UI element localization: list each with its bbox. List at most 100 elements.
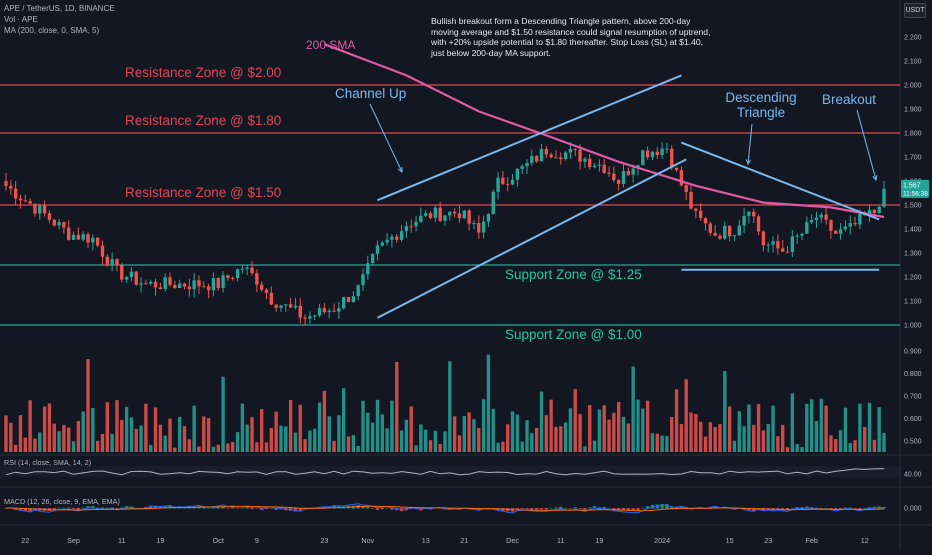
resistance-2-00-label: Resistance Zone @ $2.00 — [125, 65, 282, 80]
candle-body — [91, 237, 95, 243]
volume-bar — [853, 440, 857, 452]
date-tick-label: 19 — [156, 536, 164, 545]
rsi-band — [0, 466, 900, 477]
macd-histogram-bar — [665, 504, 669, 509]
candle-body — [332, 310, 336, 312]
volume-bar — [105, 402, 109, 452]
volume-bar — [481, 399, 486, 452]
macd-histogram-bar — [752, 508, 756, 512]
macd-histogram-bar — [588, 507, 592, 509]
date-tick-label: 23 — [320, 536, 328, 545]
volume-bar — [124, 406, 129, 452]
macd-histogram-bar — [366, 506, 370, 509]
candle-body — [419, 215, 423, 222]
volume-bar — [182, 426, 187, 452]
volume-bar — [346, 436, 351, 452]
candle-body — [761, 231, 766, 246]
macd-histogram-bar — [216, 507, 220, 509]
volume-bar — [534, 427, 539, 452]
volume-bar — [414, 445, 418, 452]
candle-body — [255, 273, 259, 285]
volume-bar — [366, 412, 370, 452]
candle-body — [231, 277, 235, 279]
candle-body — [477, 223, 481, 233]
volume-bar — [42, 406, 47, 452]
macd-histogram-bar — [809, 507, 814, 509]
macd-histogram-bar — [626, 508, 630, 511]
candle-body — [737, 225, 741, 236]
candle-body — [226, 275, 230, 278]
macd-histogram-bar — [62, 507, 66, 509]
macd-histogram-bar — [559, 506, 563, 509]
candle-body — [708, 223, 713, 233]
candle-body — [153, 281, 158, 288]
date-tick-label: 12 — [861, 536, 869, 545]
candle-body — [824, 214, 828, 220]
candle-body — [448, 211, 452, 216]
volume-bar — [843, 407, 848, 452]
volume-bar — [573, 389, 577, 452]
candle-body — [452, 211, 457, 214]
macd-tick-label: 0.000 — [904, 506, 922, 513]
candle-body — [86, 234, 90, 243]
volume-tick-label: 0.600 — [904, 416, 922, 423]
candle-body — [385, 239, 389, 243]
macd-histogram-bar — [235, 508, 240, 509]
volume-tick-label: 0.800 — [904, 371, 922, 378]
volume-bar — [858, 403, 862, 452]
macd-histogram-bar — [616, 508, 621, 510]
candle-body — [390, 236, 394, 240]
volume-bar — [144, 403, 148, 452]
volume-bar — [472, 419, 476, 452]
macd-histogram-bar — [298, 508, 302, 512]
candle-body — [279, 305, 283, 308]
volume-bar — [867, 402, 872, 452]
candle-body — [42, 205, 47, 214]
candle-body — [674, 167, 679, 171]
macd-histogram-bar — [380, 508, 384, 510]
candle-body — [491, 191, 495, 214]
annotation-arrowhead — [745, 159, 752, 166]
volume-bar — [149, 445, 153, 452]
candle-body — [679, 170, 684, 186]
candle-body — [424, 213, 428, 216]
macd-histogram-bar — [221, 506, 225, 509]
volume-bar — [631, 366, 635, 452]
macd-title: MACD (12, 26, close, 9, EMA, EMA) — [4, 497, 120, 506]
volume-bar — [607, 419, 611, 452]
currency-badge[interactable]: USDT — [904, 3, 926, 18]
volume-bar — [448, 361, 452, 452]
volume-bar — [269, 427, 274, 452]
macd-histogram-bar — [549, 507, 553, 509]
volume-bar — [785, 447, 790, 452]
candle-body — [260, 284, 264, 290]
volume-bar — [81, 411, 85, 452]
date-tick-label: 13 — [422, 536, 430, 545]
candle-body — [510, 179, 515, 185]
volume-bar — [288, 399, 293, 452]
volume-bar — [380, 414, 384, 452]
volume-bar — [559, 426, 563, 452]
channel-up-label: Channel Up — [335, 86, 407, 101]
macd-histogram-bar — [641, 507, 645, 509]
volume-bar — [626, 423, 630, 452]
macd-histogram-bar — [110, 507, 114, 509]
symbol-header: APE / TetherUS, 1D, BINANCE — [4, 4, 115, 13]
candle-body — [428, 213, 433, 218]
date-tick-label: 21 — [460, 536, 468, 545]
volume-bar — [544, 415, 548, 452]
volume-bar — [660, 435, 664, 452]
volume-bar — [824, 405, 828, 452]
candle-body — [240, 268, 245, 270]
candle-body — [568, 149, 573, 153]
candle-body — [322, 308, 327, 313]
macd-histogram-bar — [597, 507, 602, 509]
volume-bar — [655, 433, 659, 452]
volume-bar — [52, 423, 56, 452]
volume-bar — [732, 440, 737, 452]
candle-body — [380, 242, 384, 246]
price-tick-label: 1.000 — [904, 323, 922, 330]
candle-body — [520, 166, 524, 169]
macd-histogram-bar — [824, 507, 828, 509]
